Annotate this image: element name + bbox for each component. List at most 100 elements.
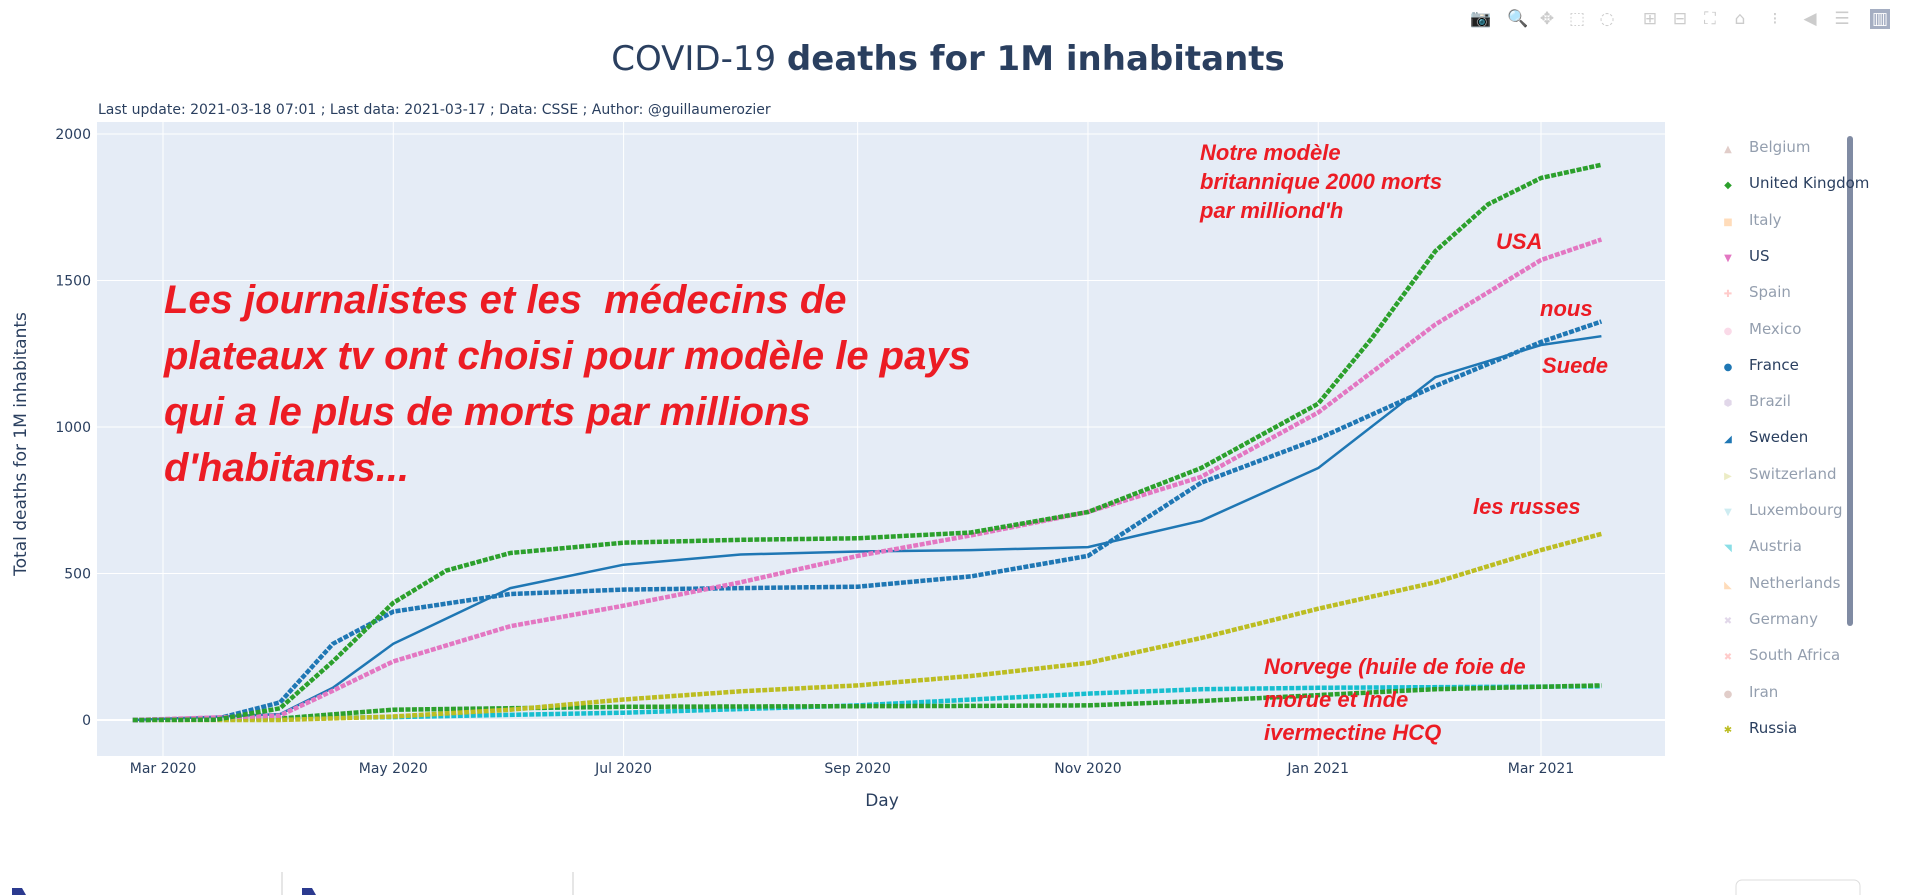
legend-label: France — [1749, 355, 1799, 374]
x-axis-label: Day — [865, 791, 899, 811]
legend-marker-icon: ✖ — [1723, 652, 1733, 664]
legend-label: Spain — [1749, 283, 1791, 302]
legend-item-sweden[interactable]: ◢ Sweden — [1722, 427, 1808, 447]
legend-marker-icon: ▼ — [1724, 507, 1732, 518]
camera-icon[interactable]: 📷 — [1470, 9, 1492, 29]
legend-label: Brazil — [1749, 392, 1791, 411]
legend-marker-icon: ● — [1723, 361, 1733, 373]
x-tick-label: Mar 2020 — [130, 761, 197, 777]
annotation-uk: Notre modèle britannique 2000 morts par mi… — [1200, 138, 1442, 225]
series-line-unnamed[interactable] — [132, 684, 1602, 723]
legend-label: US — [1749, 246, 1770, 265]
legend-marker-icon: ▶ — [1724, 470, 1732, 482]
reset-axes-icon[interactable]: ⌂ — [1734, 9, 1746, 29]
legend-label: Mexico — [1749, 319, 1802, 338]
legend-label: Belgium — [1749, 138, 1811, 156]
legend-item-germany[interactable]: ✖ Germany — [1722, 609, 1818, 629]
legend-marker-icon: ▼ — [1724, 252, 1732, 264]
legend-label: Russia — [1749, 718, 1798, 737]
zoom-icon[interactable]: 🔍 — [1507, 9, 1529, 29]
legend-item-iran[interactable]: ● Iran — [1722, 682, 1779, 702]
legend-marker-icon: ▲ — [1724, 144, 1732, 155]
chart-title: COVID-19 deaths for 1M inhabitants — [611, 39, 1285, 79]
legend-label: Italy — [1749, 210, 1782, 229]
y-tick-label: 1000 — [55, 420, 91, 436]
legend-item-belgium[interactable]: ▲ Belgium — [1722, 137, 1811, 157]
annotation-line: plateaux tv ont choisi pour modèle le pa… — [164, 334, 971, 378]
legend-label: Sweden — [1749, 428, 1809, 447]
legend-label: Germany — [1749, 609, 1818, 628]
box-select-icon[interactable]: ⬚ — [1568, 9, 1586, 29]
legend-label: Switzerland — [1749, 464, 1837, 483]
x-tick-label: Jul 2020 — [594, 761, 652, 777]
annotation-usa: USA — [1496, 229, 1543, 254]
legend-item-italy[interactable]: ■ Italy — [1722, 210, 1782, 230]
legend-scrollbar[interactable] — [1847, 136, 1853, 626]
legend-label: South Africa — [1749, 646, 1841, 665]
annotation-nous: nous — [1540, 296, 1593, 321]
legend-item-netherlands[interactable]: ◣ Netherlands — [1722, 573, 1840, 593]
x-tick-label: May 2020 — [359, 761, 428, 777]
series-line-us[interactable] — [132, 237, 1603, 723]
legend-marker-icon: ✱ — [1723, 724, 1733, 736]
x-tick-label: Nov 2020 — [1054, 761, 1121, 777]
x-tick-label: Jan 2021 — [1286, 761, 1349, 777]
spike-lines-icon[interactable]: ⁝ — [1772, 9, 1778, 29]
legend-marker-icon: ◥ — [1724, 543, 1732, 555]
legend-marker-icon: ✚ — [1723, 289, 1733, 301]
annotation-line: morue et Inde — [1264, 687, 1409, 712]
legend-item-austria[interactable]: ◥ Austria — [1722, 536, 1802, 556]
x-tick-label: Mar 2021 — [1508, 761, 1575, 777]
legend-item-luxembourg[interactable]: ▼ Luxembourg — [1722, 500, 1842, 520]
y-tick-label: 1500 — [55, 274, 91, 290]
legend-item-united-kingdom[interactable]: ◆ United Kingdom — [1722, 173, 1869, 193]
annotation-main: Les journalistes et les médecins de plate… — [164, 272, 971, 496]
legend-item-us[interactable]: ▼ US — [1722, 246, 1770, 266]
legend-marker-icon: ◣ — [1724, 579, 1732, 591]
legend-item-south-africa[interactable]: ✖ South Africa — [1722, 645, 1840, 665]
series-line-united-kingdom[interactable] — [132, 162, 1602, 723]
legend-item-france[interactable]: ● France — [1722, 355, 1799, 375]
legend-item-switzerland[interactable]: ▶ Switzerland — [1722, 464, 1837, 484]
y-tick-label: 0 — [82, 713, 91, 729]
legend-label: Austria — [1749, 537, 1802, 556]
legend-label: Netherlands — [1749, 573, 1841, 592]
series-line-france[interactable] — [132, 319, 1603, 723]
annotation-line: qui a le plus de morts par millions — [164, 390, 811, 434]
y-tick-label: 500 — [64, 567, 91, 583]
zoom-out-icon[interactable]: ⊟ — [1672, 9, 1688, 29]
legend-marker-icon: ■ — [1723, 216, 1733, 228]
series-line-sweden[interactable] — [132, 334, 1602, 722]
y-axis-label: Total deaths for 1M inhabitants — [11, 312, 31, 577]
legend-marker-icon: ● — [1723, 325, 1733, 337]
y-tick-label: 2000 — [55, 127, 91, 143]
annotation-norvege: Norvege (huile de foie de morue et Inde iv… — [1264, 650, 1526, 749]
page-logo-icon — [12, 888, 26, 895]
legend-item-spain[interactable]: ✚ Spain — [1722, 282, 1791, 302]
annotation-line: d'habitants... — [164, 446, 410, 490]
lasso-select-icon[interactable]: ◌ — [1599, 9, 1615, 29]
legend-marker-icon: ⬢ — [1723, 398, 1733, 410]
page-logo-icon — [302, 888, 316, 895]
annotation-line: Les journalistes et les médecins de — [164, 278, 847, 322]
pan-icon[interactable]: ✥ — [1539, 9, 1555, 29]
autoscale-icon[interactable]: ⛶ — [1704, 9, 1716, 29]
plot-background[interactable] — [97, 122, 1665, 756]
legend-item-russia[interactable]: ✱ Russia — [1722, 718, 1797, 738]
legend-marker-icon: ✖ — [1723, 615, 1733, 627]
zoom-in-icon[interactable]: ⊞ — [1642, 9, 1658, 29]
legend-label: United Kingdom — [1749, 174, 1870, 193]
x-tick-label: Sep 2020 — [824, 761, 890, 777]
annotation-line: par milliond'h — [1200, 198, 1344, 223]
series-line-russia[interactable] — [132, 531, 1602, 723]
legend-label: Iran — [1749, 682, 1779, 701]
annotation-line: ivermectine HCQ — [1264, 720, 1442, 745]
series-line-unnamed[interactable] — [132, 683, 1602, 723]
hover-compare-icon[interactable]: ☰ — [1834, 9, 1850, 29]
legend-item-brazil[interactable]: ⬢ Brazil — [1722, 391, 1791, 411]
hover-closest-icon[interactable]: ◀ — [1803, 9, 1817, 29]
bottom-button[interactable] — [1735, 879, 1861, 895]
legend-item-mexico[interactable]: ● Mexico — [1722, 319, 1802, 339]
plotly-logo-icon[interactable]: ▥ — [1870, 9, 1890, 29]
